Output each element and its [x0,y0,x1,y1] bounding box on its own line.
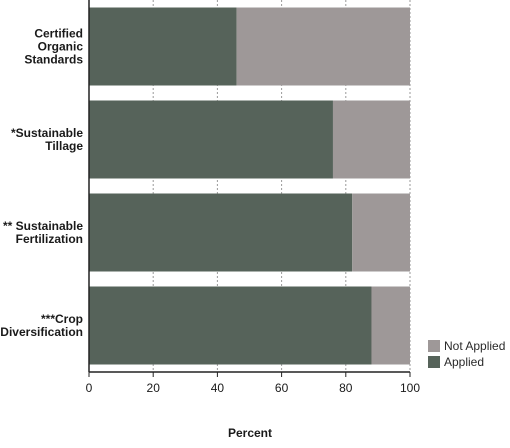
x-tick-label: 0 [86,381,93,395]
category-labels: Certified Organic Standards *Sustainable Til… [0,27,83,340]
bar-not-applied [352,193,410,272]
legend-swatch [428,340,440,352]
x-tick-labels: 0 20 40 60 80 100 [86,381,421,395]
x-tick-label: 80 [339,381,353,395]
bar-applied [89,100,333,179]
bars [89,7,410,365]
legend-label: Not Applied [444,339,505,353]
bar-applied [89,193,353,272]
legend-label: Applied [444,355,484,369]
category-label: Certified Organic Standards [24,27,83,67]
x-tick-label: 60 [275,381,289,395]
category-label: *Sustainable Tillage [11,126,83,153]
bar-not-applied [332,100,410,179]
legend-swatch [428,356,440,368]
category-label: ***Crop Diversification [0,312,83,339]
bar-not-applied [371,286,410,365]
axes [88,0,411,377]
bar-not-applied [236,7,410,86]
bar-applied [89,7,237,86]
category-label: ** Sustainable Fertilization [3,219,83,246]
x-tick-label: 20 [147,381,161,395]
x-tick-label: 100 [400,381,420,395]
x-tick-label: 40 [211,381,225,395]
x-axis-title: Percent [228,426,272,440]
legend: Not Applied Applied [428,339,505,369]
bar-applied [89,286,372,365]
